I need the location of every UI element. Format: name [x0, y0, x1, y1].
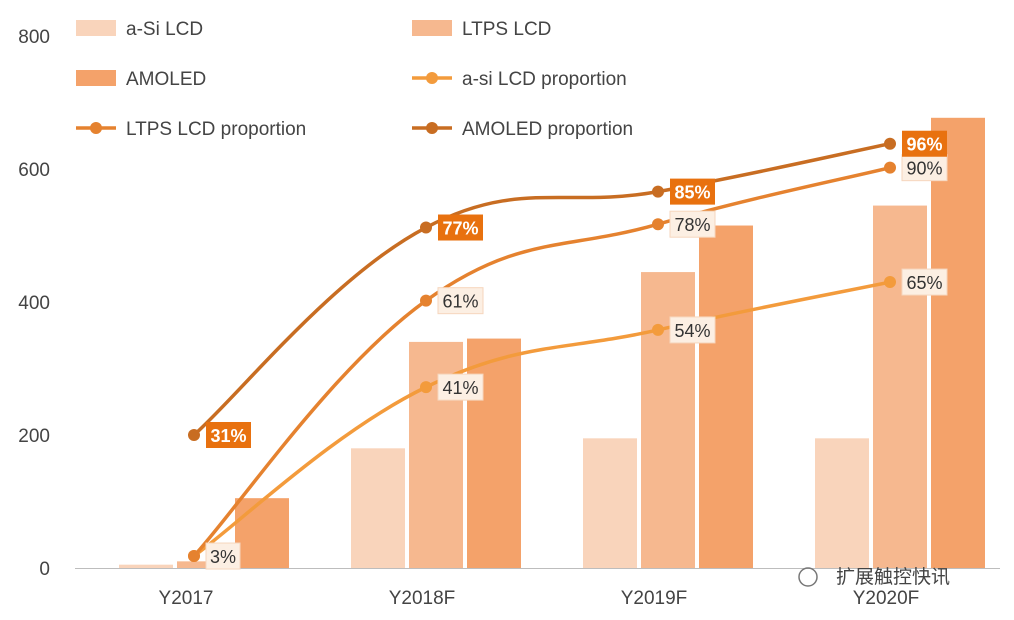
data-point: [188, 429, 200, 441]
legend-marker: [426, 122, 438, 134]
legend-label: LTPS LCD proportion: [126, 119, 306, 140]
bar: [177, 561, 231, 568]
data-label-box: [206, 422, 251, 448]
data-label: 65%: [906, 273, 942, 293]
data-label-box: [901, 268, 948, 296]
data-point: [884, 276, 896, 289]
data-label: 85%: [674, 183, 710, 203]
data-label-box: [670, 178, 715, 205]
data-label: 78%: [674, 215, 710, 235]
data-point: [188, 550, 200, 563]
legend-marker: [426, 72, 438, 84]
data-label: 61%: [442, 292, 478, 312]
legend-swatch: [76, 20, 116, 36]
x-tick-label: Y2017: [159, 588, 214, 609]
legend-label: AMOLED proportion: [462, 119, 633, 140]
data-label: 90%: [906, 159, 942, 179]
legend-swatch: [412, 20, 452, 36]
series-line: [192, 142, 891, 437]
data-point: [652, 323, 664, 336]
data-label: 41%: [442, 378, 478, 398]
data-label-box: [437, 373, 484, 401]
data-label: 96%: [906, 135, 942, 155]
x-tick-label: Y2018F: [389, 588, 456, 609]
data-label-box: [438, 214, 483, 241]
legend-label: a-si LCD proportion: [462, 69, 627, 90]
y-tick-label: 800: [18, 27, 50, 48]
data-point: [884, 161, 896, 174]
data-point: [652, 185, 664, 198]
legend-marker: [90, 122, 102, 134]
data-label: 31%: [210, 426, 246, 446]
bar: [119, 564, 173, 568]
y-tick-label: 600: [18, 160, 50, 181]
bar: [699, 225, 753, 568]
data-label-box: [902, 130, 947, 157]
data-point: [884, 137, 896, 150]
wechat-icon: [798, 567, 818, 587]
data-point: [420, 381, 432, 394]
legend-label: AMOLED: [126, 69, 206, 90]
bar: [583, 438, 637, 568]
data-label-box: [437, 287, 484, 315]
data-label: 77%: [442, 219, 478, 239]
data-label: 3%: [210, 547, 236, 567]
y-tick-label: 0: [39, 559, 50, 580]
y-tick-label: 400: [18, 293, 50, 314]
data-point: [420, 221, 432, 234]
watermark-text: 扩展触控快讯: [836, 566, 950, 588]
data-point: [652, 218, 664, 231]
series-line: [192, 165, 891, 558]
bar: [931, 117, 985, 569]
x-tick-label: Y2020F: [853, 588, 920, 609]
bar: [467, 338, 521, 568]
data-label: 54%: [674, 321, 710, 341]
data-point: [420, 294, 432, 307]
y-tick-label: 200: [18, 426, 50, 447]
data-label-box: [205, 542, 241, 570]
bar: [873, 205, 927, 568]
data-label-box: [669, 210, 716, 238]
series-line: [192, 280, 891, 558]
data-label-box: [669, 316, 716, 344]
legend-label: a-Si LCD: [126, 19, 203, 40]
legend-label: LTPS LCD: [462, 19, 551, 40]
bar: [351, 448, 405, 568]
bar: [815, 438, 869, 568]
bar: [235, 498, 289, 568]
x-tick-label: Y2019F: [621, 588, 688, 609]
legend-swatch: [76, 70, 116, 86]
